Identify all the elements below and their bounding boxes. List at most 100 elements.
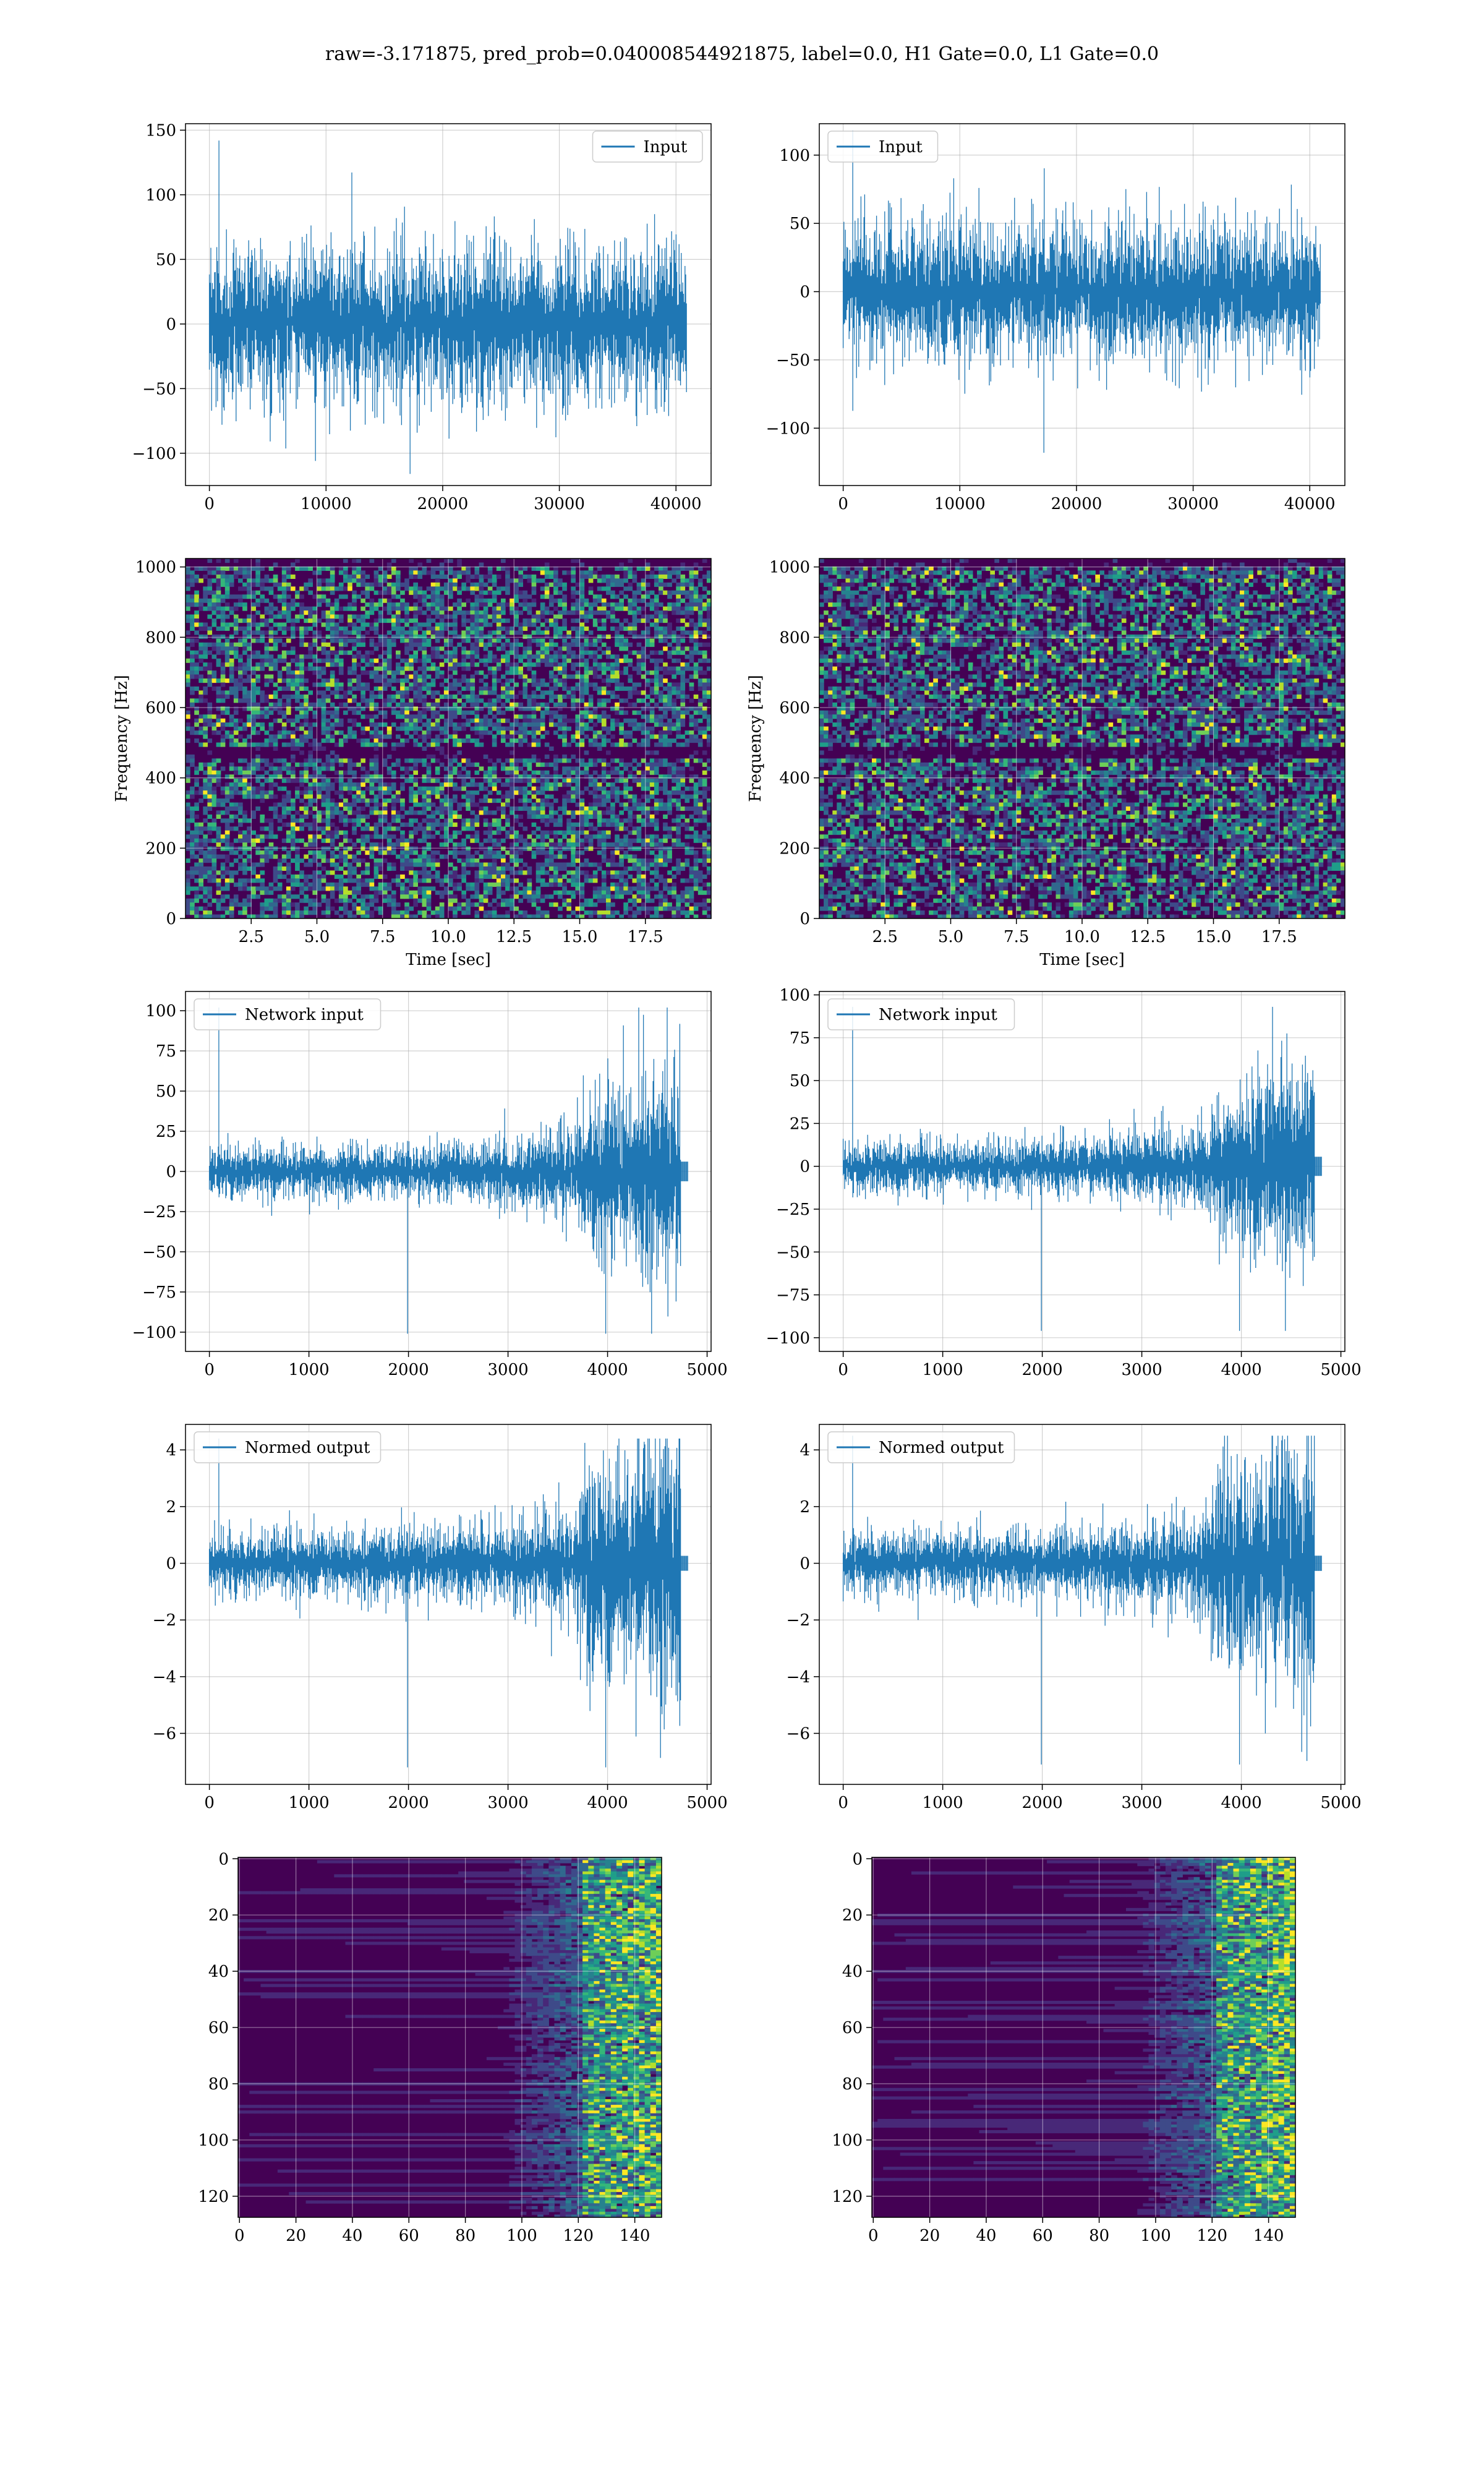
heatmap-cell bbox=[365, 651, 370, 655]
heatmap-cell bbox=[348, 578, 352, 583]
heatmap-cell bbox=[484, 831, 488, 835]
heatmap-cell bbox=[269, 711, 274, 715]
heatmap-cell bbox=[400, 787, 405, 791]
heatmap-cell bbox=[654, 771, 659, 775]
heatmap-cell bbox=[628, 630, 633, 635]
heatmap-cell bbox=[606, 730, 611, 735]
heatmap-cell bbox=[667, 803, 672, 807]
heatmap-cell bbox=[453, 646, 458, 651]
heatmap-cell bbox=[532, 823, 537, 827]
heatmap-cell bbox=[225, 735, 230, 739]
heatmap-cell bbox=[356, 678, 361, 683]
heatmap-cell bbox=[203, 643, 208, 647]
heatmap-cell bbox=[265, 779, 270, 783]
heatmap-cell bbox=[417, 839, 422, 843]
heatmap-cell bbox=[672, 803, 676, 807]
heatmap-cell bbox=[536, 706, 541, 711]
heatmap-cell bbox=[198, 651, 203, 655]
heatmap-cell bbox=[360, 575, 365, 579]
heatmap-cell bbox=[335, 826, 339, 831]
heatmap-cell bbox=[304, 803, 309, 807]
heatmap-cell bbox=[470, 823, 475, 827]
heatmap-cell bbox=[273, 575, 278, 579]
heatmap-cell bbox=[322, 610, 326, 615]
heatmap-cell bbox=[654, 635, 659, 639]
heatmap-cell bbox=[282, 795, 287, 799]
heatmap-cell bbox=[413, 831, 418, 835]
heatmap-cell bbox=[685, 630, 690, 635]
heatmap-cell bbox=[685, 730, 690, 735]
heatmap-cell bbox=[580, 711, 585, 715]
heatmap-cell bbox=[370, 719, 375, 723]
heatmap-cell bbox=[584, 834, 589, 839]
heatmap-cell bbox=[566, 758, 571, 763]
heatmap-cell bbox=[562, 730, 567, 735]
heatmap-cell bbox=[251, 678, 256, 683]
heatmap-cell bbox=[536, 630, 541, 635]
heatmap-cell bbox=[580, 575, 585, 579]
heatmap-cell bbox=[295, 654, 300, 659]
heatmap-cell bbox=[562, 638, 567, 643]
heatmap-cell bbox=[190, 818, 195, 823]
heatmap-cell bbox=[619, 711, 624, 715]
heatmap-cell bbox=[326, 790, 331, 795]
heatmap-cell bbox=[689, 730, 694, 735]
heatmap-cell bbox=[667, 690, 672, 695]
heatmap-cell bbox=[440, 627, 445, 631]
heatmap-cell bbox=[593, 735, 598, 739]
heatmap-cell bbox=[365, 594, 370, 599]
heatmap-cell bbox=[212, 570, 217, 575]
heatmap-cell bbox=[352, 795, 357, 799]
heatmap-cell bbox=[672, 683, 676, 687]
heatmap-cell bbox=[470, 623, 475, 627]
heatmap-cell bbox=[440, 563, 445, 567]
heatmap-cell bbox=[352, 575, 357, 579]
heatmap-cell bbox=[413, 738, 418, 743]
heatmap-cell bbox=[335, 627, 339, 631]
heatmap-cell bbox=[365, 823, 370, 827]
heatmap-cell bbox=[694, 810, 699, 815]
heatmap-cell bbox=[225, 583, 230, 587]
heatmap-cell bbox=[326, 738, 331, 743]
heatmap-cell bbox=[335, 654, 339, 659]
heatmap-cell bbox=[553, 662, 558, 667]
heatmap-cell bbox=[282, 779, 287, 783]
heatmap-cell bbox=[698, 818, 703, 823]
heatmap-cell bbox=[566, 690, 571, 695]
heatmap-cell bbox=[360, 690, 365, 695]
heatmap-cell bbox=[514, 834, 519, 839]
heatmap-cell bbox=[549, 687, 554, 691]
heatmap-cell bbox=[339, 630, 344, 635]
heatmap-cell bbox=[558, 610, 563, 615]
heatmap-cell bbox=[278, 583, 283, 587]
heatmap-cell bbox=[330, 766, 335, 771]
heatmap-cell bbox=[282, 607, 287, 611]
heatmap-cell bbox=[532, 670, 537, 675]
heatmap-cell bbox=[580, 662, 585, 667]
heatmap-cell bbox=[672, 690, 676, 695]
heatmap-cell bbox=[680, 630, 685, 635]
heatmap-cell bbox=[229, 578, 234, 583]
heatmap-cell bbox=[427, 743, 432, 747]
heatmap-cell bbox=[549, 599, 554, 603]
heatmap-cell bbox=[580, 563, 585, 567]
heatmap-cell bbox=[606, 698, 611, 703]
heatmap-cell bbox=[417, 607, 422, 611]
heatmap-cell bbox=[295, 591, 300, 595]
heatmap-cell bbox=[654, 743, 659, 747]
heatmap-cell bbox=[466, 771, 471, 775]
heatmap-cell bbox=[360, 599, 365, 603]
heatmap-cell bbox=[431, 815, 436, 819]
heatmap-cell bbox=[698, 670, 703, 675]
heatmap-cell bbox=[422, 687, 427, 691]
heatmap-cell bbox=[400, 607, 405, 611]
heatmap-cell bbox=[251, 695, 256, 699]
heatmap-cell bbox=[352, 623, 357, 627]
heatmap-cell bbox=[461, 638, 466, 643]
heatmap-cell bbox=[667, 706, 672, 711]
heatmap-cell bbox=[330, 607, 335, 611]
heatmap-cell bbox=[251, 722, 256, 727]
heatmap-cell bbox=[260, 599, 265, 603]
heatmap-cell bbox=[374, 722, 379, 727]
heatmap-cell bbox=[431, 662, 436, 667]
